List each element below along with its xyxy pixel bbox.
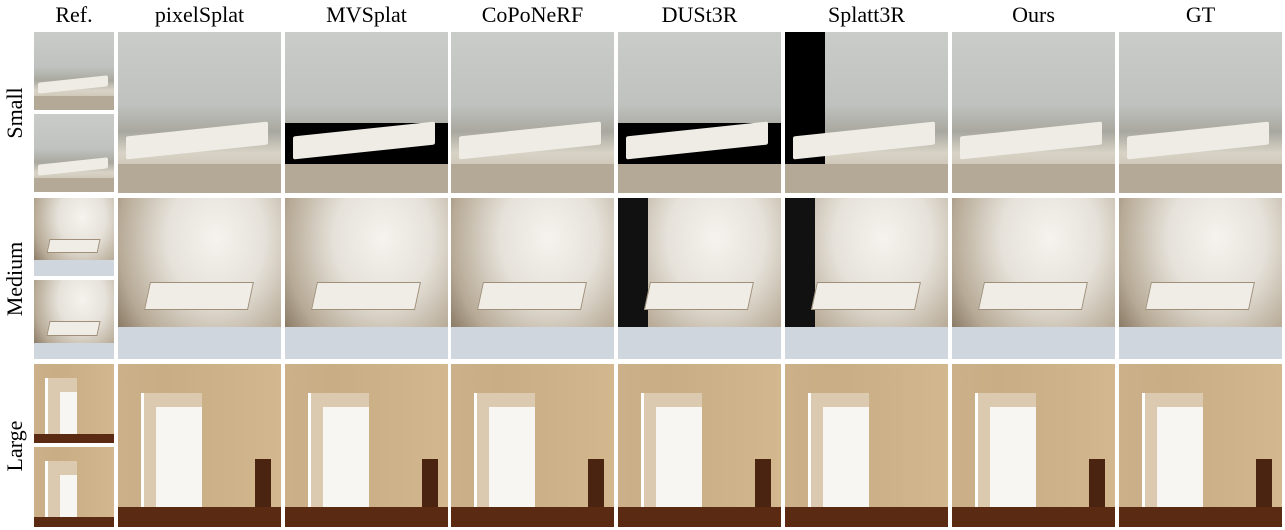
- render-small-splatt3r: [785, 32, 948, 193]
- render-medium-gt: [1119, 198, 1282, 359]
- render-medium-dust3r: [618, 198, 781, 359]
- column-header-ours: Ours: [1012, 2, 1055, 27]
- column-header-mvsplat: MVSplat: [326, 2, 407, 27]
- stair-post: [1255, 458, 1273, 527]
- stair-post: [587, 458, 605, 527]
- render-small-coponerf: [451, 32, 614, 193]
- ref-image-small-1: [34, 32, 114, 110]
- render-medium-splatt3r: [785, 198, 948, 359]
- render-medium-coponerf: [451, 198, 614, 359]
- ref-image-medium-2: [34, 280, 114, 359]
- stair-post: [254, 458, 272, 527]
- render-small-pixelsplat: [118, 32, 281, 193]
- render-large-coponerf: [451, 364, 614, 527]
- ref-image-small-2: [34, 114, 114, 192]
- ref-image-medium-1: [34, 198, 114, 276]
- column-header-gt: GT: [1185, 2, 1216, 27]
- render-large-pixelsplat: [118, 364, 281, 527]
- render-large-mvsplat: [285, 364, 448, 527]
- column-header-coponerf: CoPoNeRF: [481, 2, 584, 27]
- ref-image-large-2: [34, 447, 114, 527]
- stair-post: [1088, 458, 1106, 527]
- render-large-ours: [952, 364, 1115, 527]
- column-header-pixelsplat: pixelSplat: [154, 2, 245, 27]
- render-medium-mvsplat: [285, 198, 448, 359]
- column-header-splatt3r: Splatt3R: [827, 2, 905, 27]
- render-large-splatt3r: [785, 364, 948, 527]
- render-small-gt: [1119, 32, 1282, 193]
- render-small-mvsplat: [285, 32, 448, 193]
- stair-post: [421, 458, 439, 527]
- render-medium-pixelsplat: [118, 198, 281, 359]
- column-header-dust3r: DUSt3R: [661, 2, 738, 27]
- row-label-small: Small: [2, 86, 27, 139]
- render-medium-ours: [952, 198, 1115, 359]
- column-header-ref: Ref.: [55, 2, 93, 27]
- row-label-medium: Medium: [2, 241, 27, 316]
- render-large-dust3r: [618, 364, 781, 527]
- ref-image-large-1: [34, 364, 114, 443]
- render-large-gt: [1119, 364, 1282, 527]
- row-label-large: Large: [2, 420, 27, 471]
- render-small-ours: [952, 32, 1115, 193]
- stair-post: [754, 458, 772, 527]
- render-small-dust3r: [618, 32, 781, 193]
